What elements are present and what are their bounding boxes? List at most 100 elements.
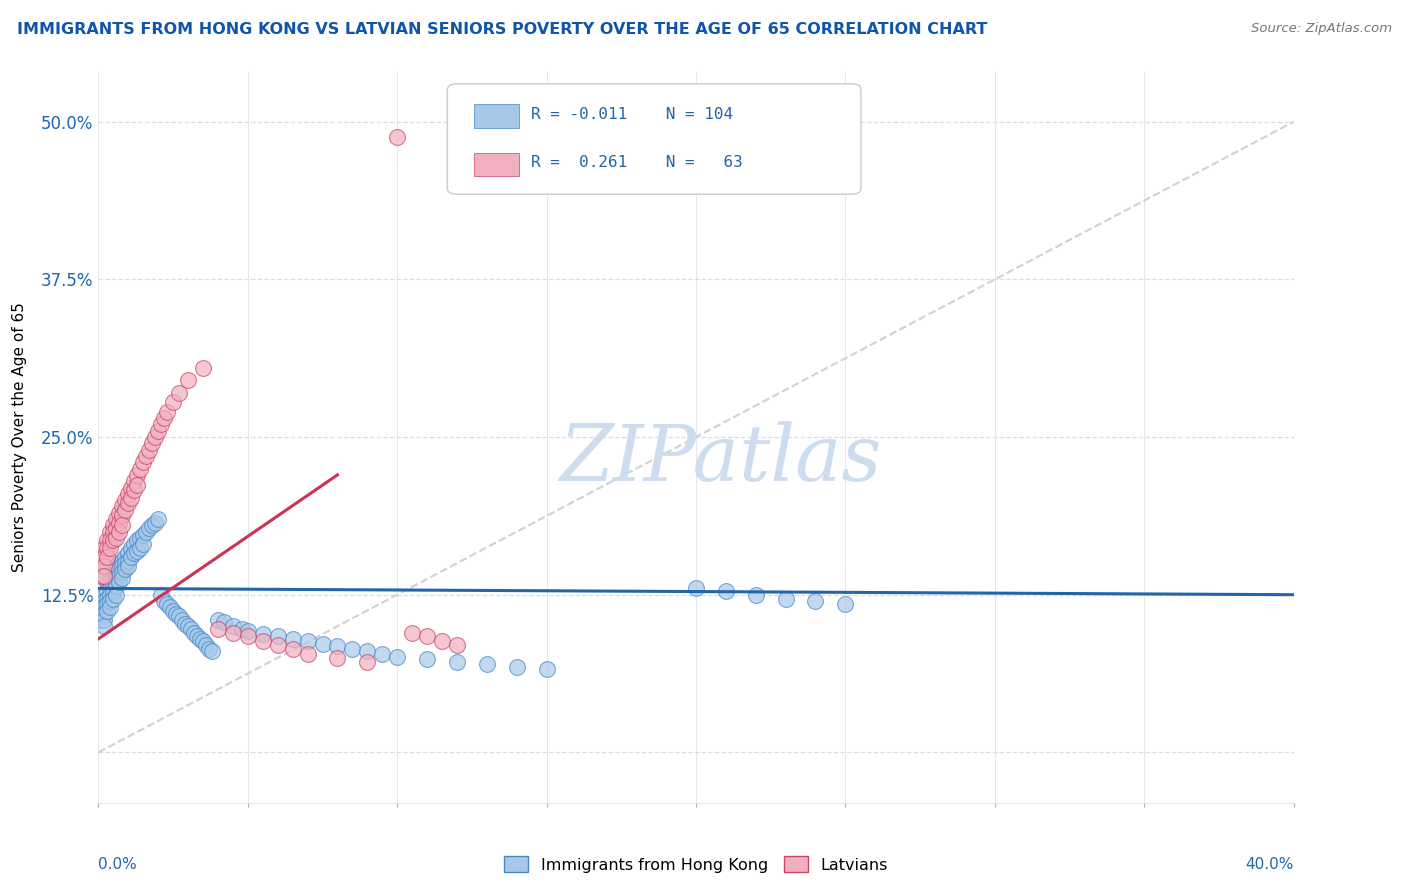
Point (114, 493, 136, 508)
Point (103, 591, 125, 606)
Point (114, 503, 136, 517)
Point (111, 518, 134, 533)
Point (111, 558, 134, 573)
Point (120, 491, 142, 505)
Point (356, 644, 378, 658)
Point (129, 541, 152, 555)
Point (117, 546, 139, 560)
Point (430, 634, 453, 648)
Point (103, 583, 125, 598)
Point (167, 609, 190, 624)
Point (105, 558, 128, 573)
Point (281, 632, 304, 646)
Point (93, 558, 115, 573)
Legend: Immigrants from Hong Kong, Latvians: Immigrants from Hong Kong, Latvians (498, 849, 894, 879)
Point (685, 582, 707, 596)
Point (127, 478, 149, 492)
Text: 40.0%: 40.0% (1246, 856, 1294, 871)
Point (103, 533, 125, 548)
Point (252, 627, 274, 641)
Y-axis label: Seniors Poverty Over the Age of 65: Seniors Poverty Over the Age of 65 (13, 302, 27, 572)
Point (120, 541, 142, 555)
Point (201, 644, 224, 658)
Point (132, 528, 155, 542)
Point (191, 634, 214, 648)
Point (775, 591, 797, 606)
Point (114, 562, 136, 576)
Point (90, 613, 112, 627)
Point (108, 562, 131, 576)
Point (212, 615, 235, 630)
Point (834, 597, 856, 611)
Point (132, 537, 155, 551)
Point (93, 619, 115, 633)
Point (96, 597, 118, 611)
Point (129, 531, 152, 545)
Point (98, 533, 122, 548)
Point (198, 642, 221, 657)
Point (111, 508, 134, 523)
Point (416, 652, 439, 666)
Point (103, 571, 125, 585)
Point (111, 500, 134, 514)
Point (105, 531, 128, 545)
Point (103, 524, 125, 539)
Point (153, 411, 176, 425)
Point (96, 575, 118, 590)
Point (148, 424, 170, 438)
Point (120, 481, 142, 495)
Point (98, 600, 122, 615)
Point (96, 591, 118, 606)
Point (93, 600, 115, 615)
Point (222, 625, 245, 640)
Point (371, 647, 394, 661)
Point (174, 616, 197, 631)
Point (98, 569, 122, 583)
Point (129, 461, 152, 475)
Point (148, 512, 170, 526)
Text: R = -0.011    N = 104: R = -0.011 N = 104 (531, 107, 733, 122)
Point (252, 634, 274, 648)
Point (222, 619, 245, 633)
Point (103, 562, 125, 576)
Point (120, 549, 142, 564)
Point (96, 583, 118, 598)
Point (356, 655, 378, 669)
FancyBboxPatch shape (474, 153, 519, 176)
Point (195, 638, 218, 652)
Point (162, 394, 184, 409)
Point (108, 506, 131, 520)
Point (207, 622, 229, 636)
Point (124, 483, 146, 497)
Point (108, 569, 131, 583)
Point (90, 558, 112, 573)
Point (93, 541, 115, 555)
Point (132, 455, 155, 469)
Point (172, 613, 194, 627)
Point (141, 518, 163, 533)
Point (186, 629, 208, 643)
Point (342, 642, 364, 657)
Point (165, 607, 187, 621)
Point (267, 629, 290, 643)
Point (135, 449, 157, 463)
Point (385, 649, 409, 664)
Point (98, 541, 122, 555)
Point (143, 430, 166, 444)
Point (98, 575, 122, 590)
Point (150, 588, 173, 602)
Point (90, 607, 112, 621)
Point (141, 436, 163, 450)
Point (138, 521, 160, 535)
Point (745, 588, 768, 602)
Point (150, 417, 173, 432)
Point (96, 533, 118, 548)
Point (105, 588, 128, 602)
Point (446, 655, 468, 669)
Point (124, 546, 146, 560)
FancyBboxPatch shape (474, 104, 519, 128)
Text: 0.0%: 0.0% (98, 856, 138, 871)
Point (162, 604, 184, 618)
Point (138, 442, 160, 457)
Point (108, 575, 131, 590)
